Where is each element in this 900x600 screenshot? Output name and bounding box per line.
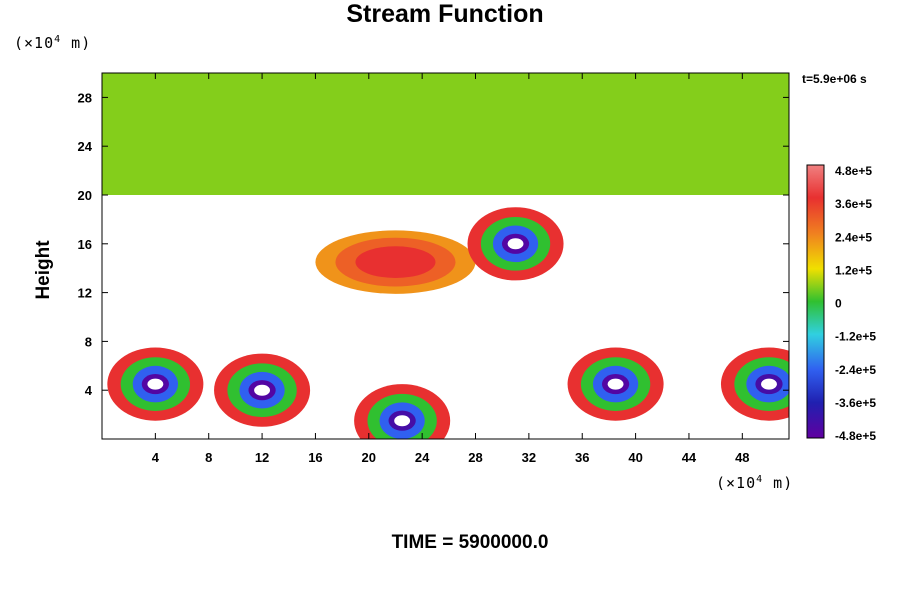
- colorbar-label: 4.8e+5: [835, 164, 872, 178]
- field-saturated-core: [507, 238, 524, 250]
- colorbar-label: -2.4e+5: [835, 363, 876, 377]
- colorbar-labels: 4.8e+5 3.6e+5 2.4e+5 1.2e+5 0 -1.2e+5 -2.4e+5 -…: [835, 164, 876, 443]
- colorbar-label: -1.2e+5: [835, 330, 876, 344]
- colorbar-label: 3.6e+5: [835, 197, 872, 211]
- colorbar-gradient: [806, 164, 825, 439]
- x-tick-label: 48: [735, 450, 749, 465]
- field-contour: [355, 246, 436, 278]
- y-tick-label: 28: [78, 90, 92, 105]
- x-tick-label: 36: [575, 450, 589, 465]
- field-saturated-core: [394, 415, 411, 427]
- y-tick-label: 8: [85, 334, 92, 349]
- plot-frame: [101, 72, 790, 440]
- y-tick-label: 24: [78, 139, 93, 154]
- x-tick-label: 44: [682, 450, 697, 465]
- field-saturated-core: [607, 378, 624, 390]
- x-tick-label: 28: [468, 450, 482, 465]
- x-tick-label: 24: [415, 450, 430, 465]
- y-tick-label: 12: [78, 286, 92, 301]
- x-tick-label: 8: [205, 450, 212, 465]
- y-axis-unit: (×104 m): [14, 34, 92, 52]
- chart-title: Stream Function: [346, 0, 544, 28]
- y-tick-label: 4: [85, 383, 93, 398]
- field-band: [102, 73, 789, 195]
- colorbar-label: 1.2e+5: [835, 263, 872, 277]
- colorbar-label: -4.8e+5: [835, 429, 876, 443]
- time-footer: TIME = 5900000.0: [391, 532, 549, 553]
- stream-function-field: [102, 73, 789, 439]
- y-tick-label: 20: [78, 188, 92, 203]
- x-axis-unit: (×104 m): [716, 474, 794, 492]
- y-tick-label: 16: [78, 237, 92, 252]
- field-saturated-core: [761, 378, 777, 390]
- time-label: t=5.9e+06 s: [802, 72, 867, 86]
- x-tick-label: 12: [255, 450, 269, 465]
- x-tick-label: 20: [362, 450, 376, 465]
- colorbar: 4.8e+5 3.6e+5 2.4e+5 1.2e+5 0 -1.2e+5 -2.4e+5 -…: [806, 164, 876, 443]
- colorbar-label: 2.4e+5: [835, 230, 872, 244]
- field-saturated-core: [147, 378, 164, 390]
- x-tick-label: 32: [522, 450, 536, 465]
- colorbar-label: 0: [835, 297, 842, 311]
- x-tick-label: 4: [152, 450, 160, 465]
- x-tick-label: 16: [308, 450, 322, 465]
- field-saturated-core: [254, 384, 271, 396]
- colorbar-label: -3.6e+5: [835, 396, 876, 410]
- x-tick-label: 40: [628, 450, 642, 465]
